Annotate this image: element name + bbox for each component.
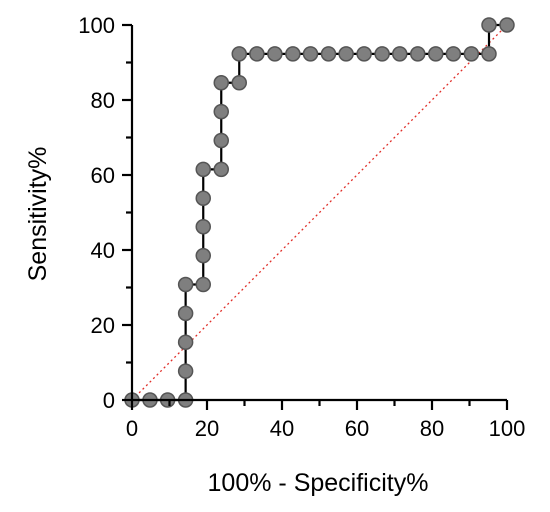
y-tick-label: 20	[91, 313, 115, 338]
roc-data-point	[374, 46, 390, 62]
roc-data-point	[445, 46, 462, 62]
tick-labels: 0 20 40 60 80 100 0 20 40 60 80 100	[78, 13, 525, 441]
y-tick-label: 60	[91, 163, 115, 188]
roc-data-point	[267, 46, 283, 62]
roc-data-point	[177, 363, 194, 379]
roc-data-point	[499, 17, 515, 33]
roc-data-point	[213, 132, 229, 149]
roc-data-point	[213, 75, 229, 91]
roc-data-point	[302, 46, 319, 62]
y-axis-title: Sensitivity%	[24, 147, 52, 282]
roc-data-point	[338, 46, 354, 62]
x-tick-label: 40	[270, 416, 294, 441]
roc-data-point	[481, 17, 497, 33]
y-tick-label: 100	[78, 13, 115, 38]
roc-data-point	[177, 305, 194, 322]
x-tick-label: 80	[420, 416, 444, 441]
roc-data-point	[195, 276, 211, 293]
reference-line-layer	[131, 24, 508, 401]
roc-data-point	[213, 161, 229, 178]
x-axis-title: 100% - Specificity%	[208, 469, 429, 497]
roc-data-point	[249, 46, 265, 62]
roc-data-point	[195, 219, 211, 235]
x-tick-label: 60	[345, 416, 369, 441]
roc-data-point	[195, 190, 211, 206]
roc-data-point	[231, 46, 247, 62]
roc-data-point	[320, 46, 337, 62]
y-tick-label: 0	[103, 388, 115, 413]
tick-marks	[122, 23, 509, 410]
reference-diagonal-line	[131, 24, 508, 401]
roc-data-point	[392, 46, 408, 62]
roc-data-point	[213, 103, 229, 120]
roc-data-point	[177, 276, 194, 293]
roc-data-point	[285, 46, 301, 62]
roc-data-point	[410, 46, 426, 62]
roc-data-point	[481, 46, 497, 62]
roc-data-point	[177, 334, 194, 350]
roc-data-point	[231, 75, 247, 91]
x-tick-label: 0	[126, 416, 138, 441]
roc-data-point	[195, 247, 211, 264]
y-tick-label: 80	[91, 88, 115, 113]
roc-data-point	[356, 46, 372, 62]
x-tick-label: 100	[489, 416, 526, 441]
roc-data-point	[463, 46, 480, 62]
roc-data-point	[195, 161, 211, 178]
roc-data-point	[428, 46, 444, 62]
x-tick-label: 20	[195, 416, 219, 441]
y-tick-label: 40	[91, 238, 115, 263]
